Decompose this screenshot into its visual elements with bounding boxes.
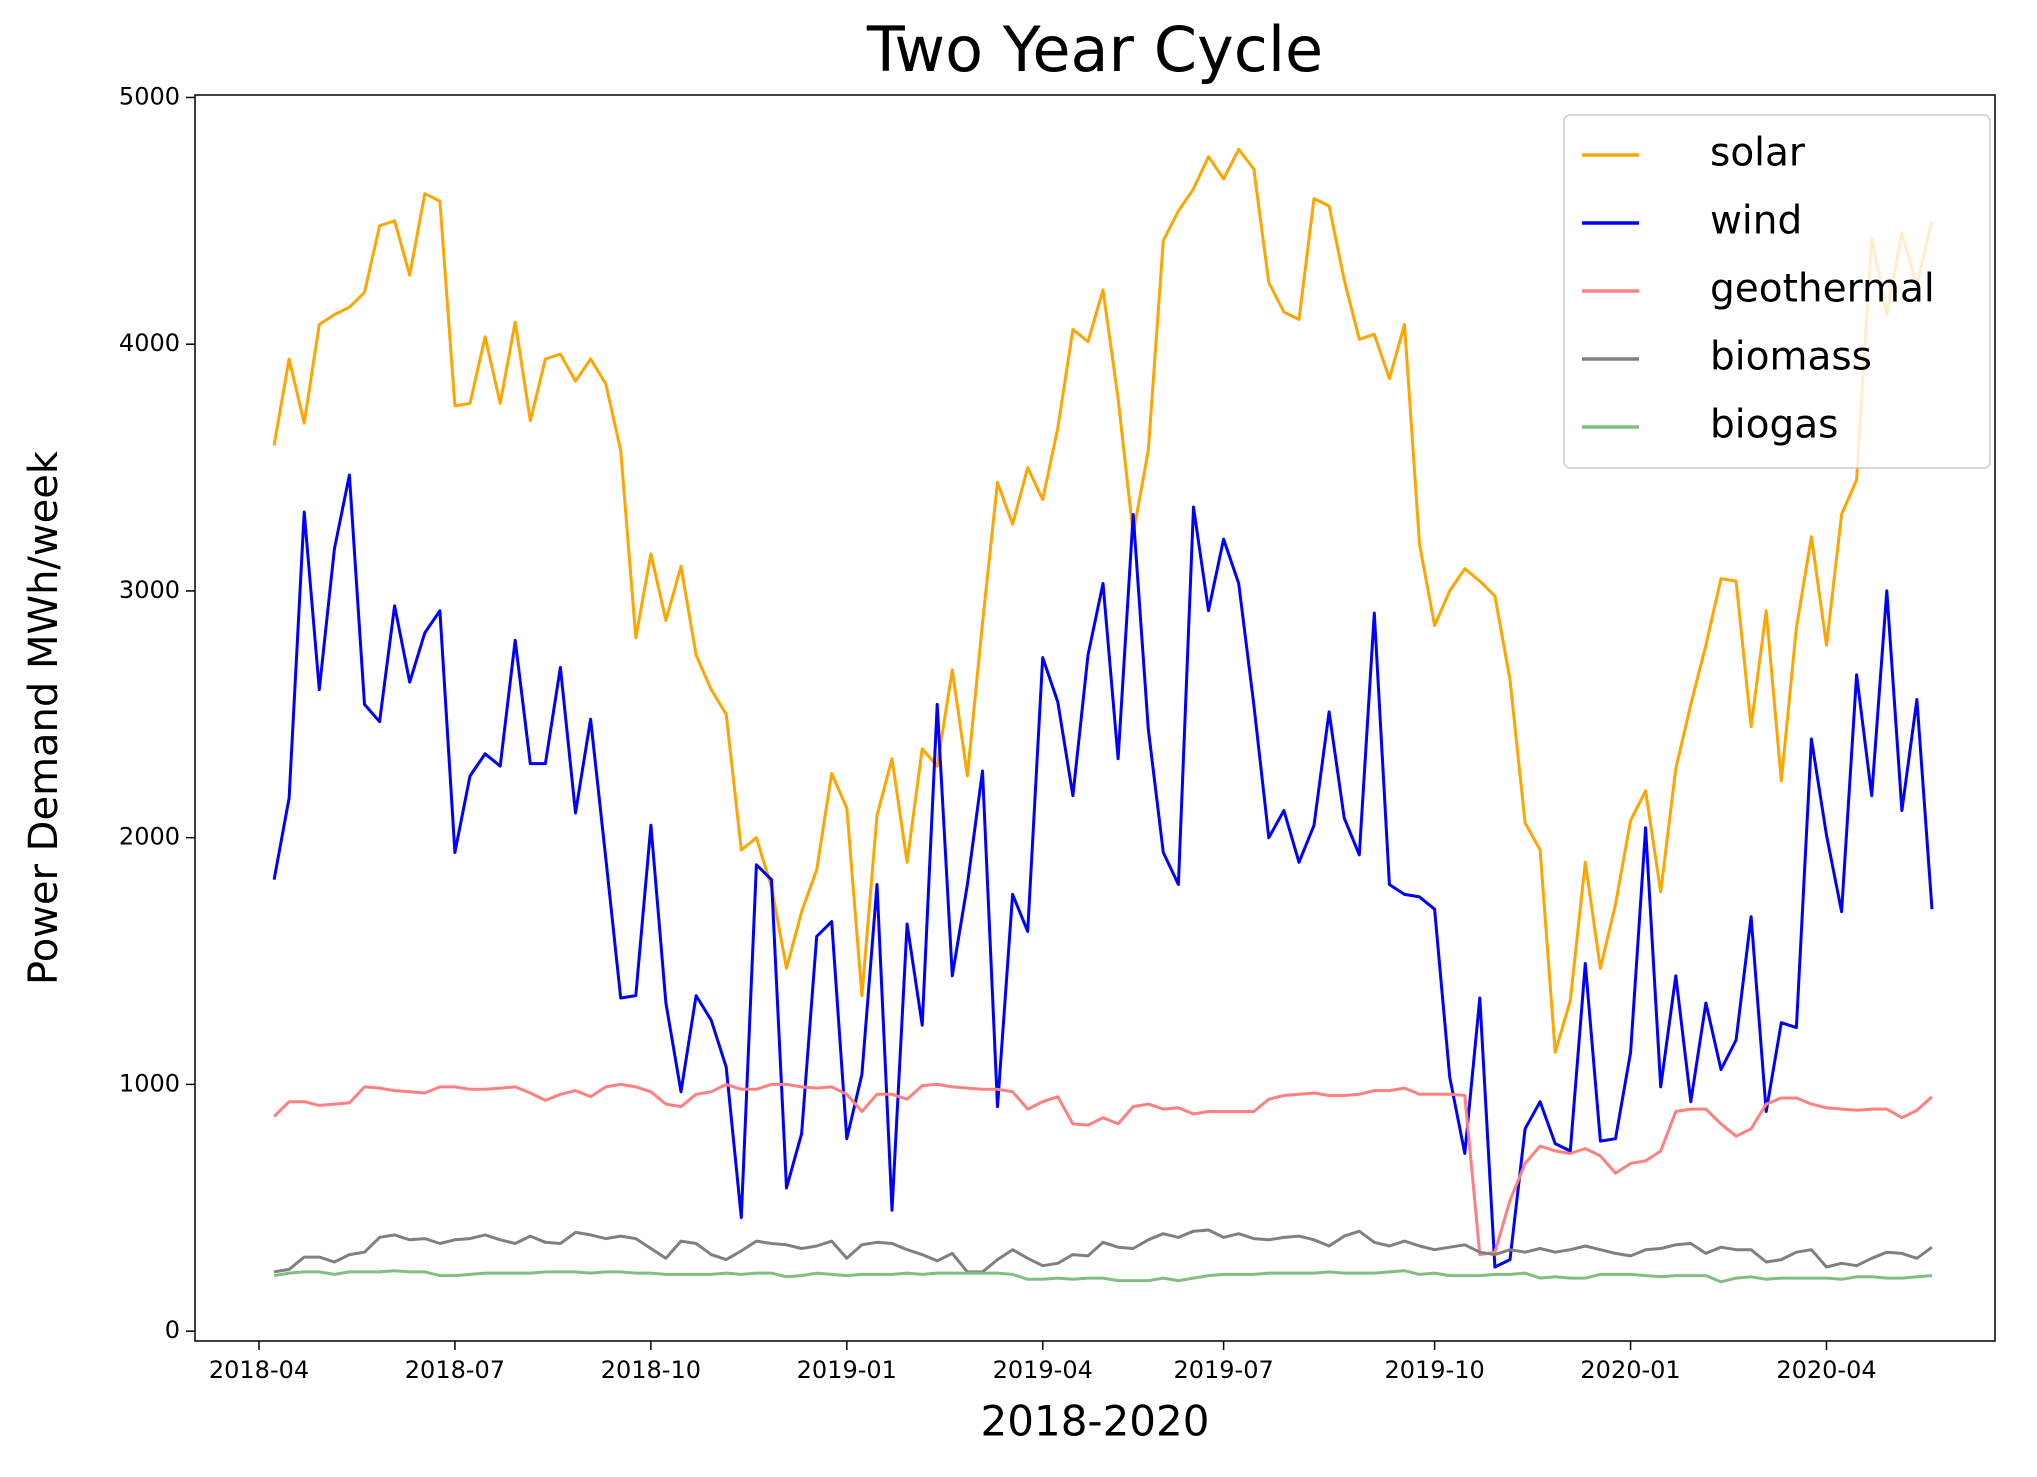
x-tick-label: 2018-04 [209,1356,309,1384]
series-line [272,147,1934,1054]
series-line [273,1228,1933,1274]
x-tick-label: 2018-10 [601,1356,701,1384]
y-axis-label: Power Demand MWh/week [21,450,67,985]
y-tick-label: 1000 [119,1069,180,1097]
y-tick-label: 5000 [119,82,180,110]
series-line [273,1269,1933,1284]
plot-frame [194,94,1996,1342]
y-tick-label: 4000 [119,329,180,357]
series-line [272,473,1934,1269]
legend-label: wind [1710,199,1802,244]
legend-label: biogas [1710,403,1838,448]
legend-box [1563,114,1991,469]
y-tick-label: 3000 [119,576,180,604]
legend: solar wind geothermal biomass biogas [1563,114,1991,469]
x-tick-label: 2019-04 [993,1356,1093,1384]
legend-label: biomass [1710,335,1872,380]
x-tick-label: 2019-10 [1384,1356,1484,1384]
chart-title: Two Year Cycle [866,13,1323,86]
y-tick-label: 2000 [119,823,180,851]
x-tick-label: 2019-07 [1173,1356,1273,1384]
legend-label: geothermal [1710,267,1935,312]
x-tick-label: 2018-07 [405,1356,505,1384]
x-tick-label: 2020-04 [1776,1356,1876,1384]
y-tick-label: 0 [165,1316,180,1344]
series-line [273,1082,1934,1257]
x-tick-label: 2020-01 [1580,1356,1680,1384]
x-tick-label: 2019-01 [797,1356,897,1384]
x-axis-label: 2018-2020 [981,1397,1210,1446]
legend-label: solar [1710,131,1806,176]
